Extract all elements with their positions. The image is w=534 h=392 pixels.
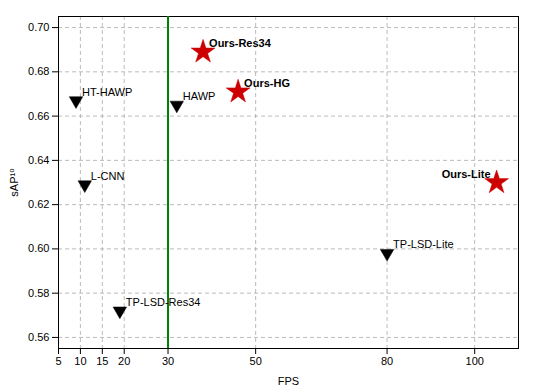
svg-text:0.64: 0.64 [28, 154, 49, 166]
svg-text:HT-HAWP: HT-HAWP [82, 86, 132, 98]
svg-text:0.66: 0.66 [28, 110, 49, 122]
svg-text:10: 10 [74, 355, 86, 367]
svg-text:30: 30 [162, 355, 174, 367]
svg-text:0.60: 0.60 [28, 242, 49, 254]
svg-text:100: 100 [466, 355, 484, 367]
svg-text:L-CNN: L-CNN [91, 170, 125, 182]
svg-text:TP-LSD-Lite: TP-LSD-Lite [393, 238, 454, 250]
svg-text:HAWP: HAWP [183, 90, 216, 102]
svg-text:0.58: 0.58 [28, 287, 49, 299]
svg-text:50: 50 [250, 355, 262, 367]
svg-text:20: 20 [118, 355, 130, 367]
svg-text:0.68: 0.68 [28, 65, 49, 77]
svg-text:0.56: 0.56 [28, 331, 49, 343]
svg-text:Ours-Res34: Ours-Res34 [209, 37, 272, 49]
svg-text:TP-LSD-Res34: TP-LSD-Res34 [126, 296, 201, 308]
svg-text:80: 80 [381, 355, 393, 367]
svg-text:0.70: 0.70 [28, 21, 49, 33]
svg-text:FPS: FPS [278, 375, 299, 387]
svg-text:sAP¹⁰: sAP¹⁰ [8, 168, 20, 197]
svg-text:0.62: 0.62 [28, 198, 49, 210]
svg-text:15: 15 [96, 355, 108, 367]
svg-text:5: 5 [55, 355, 61, 367]
svg-text:Ours-HG: Ours-HG [244, 77, 290, 89]
svg-text:Ours-Lite: Ours-Lite [442, 168, 491, 180]
